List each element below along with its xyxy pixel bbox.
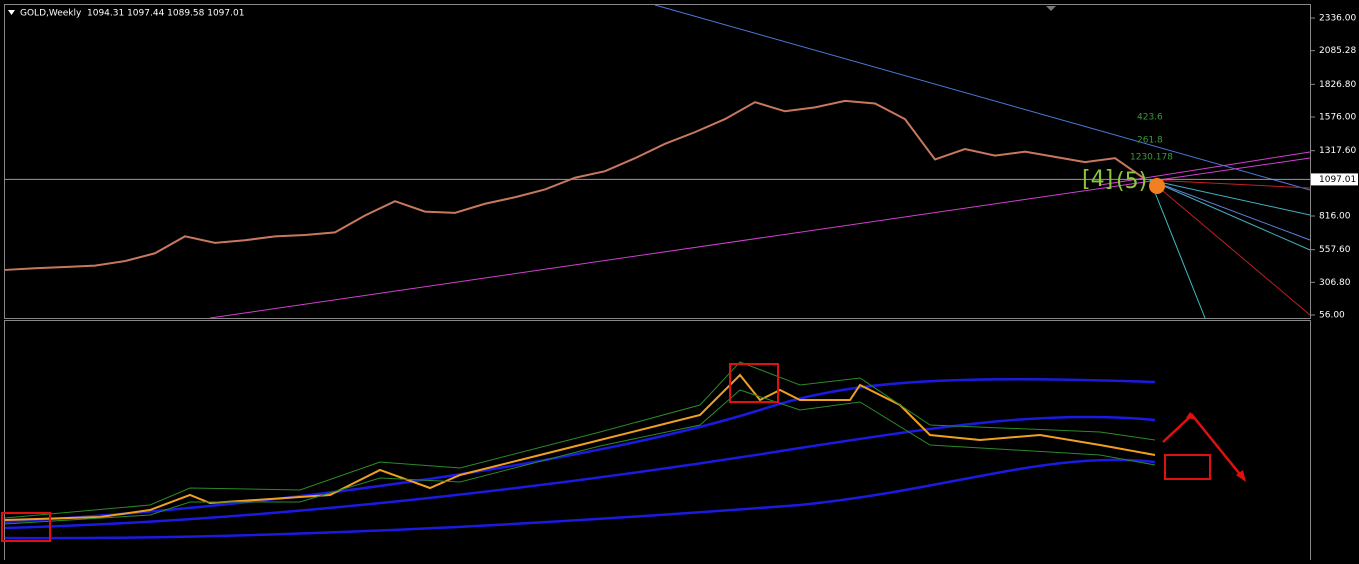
price-line xyxy=(4,99,1146,271)
y-tick-label: 306.80 xyxy=(1319,278,1351,288)
y-tick-label: 1317.60 xyxy=(1319,146,1356,156)
highlight-box xyxy=(729,363,779,403)
y-tick-label: 56.00 xyxy=(1319,311,1345,321)
fan-line xyxy=(1149,179,1311,241)
fan-line xyxy=(1149,179,1311,316)
y-tick-label: 816.00 xyxy=(1319,212,1351,222)
trend-line xyxy=(654,4,1311,191)
highlight-box xyxy=(1,512,51,542)
middle-band xyxy=(4,415,1156,530)
envelope-line xyxy=(4,389,1156,525)
fan-line xyxy=(1149,179,1206,319)
shift-marker xyxy=(1046,6,1056,11)
chart-title: GOLD,Weekly xyxy=(20,9,82,19)
annotation: 1230.178 xyxy=(1130,153,1173,163)
y-tick-label: 1826.80 xyxy=(1319,80,1356,90)
fan-line xyxy=(1149,179,1311,216)
y-tick-label: 2085.28 xyxy=(1319,46,1356,56)
annotation: 261.8 xyxy=(1137,136,1163,146)
main-panel xyxy=(4,4,1311,319)
indicator xyxy=(1,361,1246,542)
annotation: [4] xyxy=(1082,167,1113,192)
lower-band xyxy=(4,458,1156,540)
trend-lines xyxy=(209,4,1311,319)
last-price-label: 1097.01 xyxy=(1319,175,1356,185)
highlight-box xyxy=(1164,454,1211,480)
ohlc-text: 1094.31 1097.44 1089.58 1097.01 xyxy=(87,9,244,19)
wave-marker xyxy=(1149,178,1165,194)
envelope-line xyxy=(4,361,1156,519)
arrow-head xyxy=(1236,470,1246,482)
annotation: 423.6 xyxy=(1137,113,1163,123)
trend-line xyxy=(209,157,1311,319)
y-tick-label: 1576.00 xyxy=(1319,113,1356,123)
annotation: (5) xyxy=(1116,169,1147,194)
last-price-box xyxy=(1311,173,1358,186)
menu-arrow xyxy=(8,10,15,15)
fan-line xyxy=(1149,179,1311,251)
y-tick-label: 2336.00 xyxy=(1319,14,1356,24)
arrow-head xyxy=(1186,412,1197,420)
y-tick-label: 557.60 xyxy=(1319,245,1351,255)
fan-line xyxy=(1149,179,1311,189)
